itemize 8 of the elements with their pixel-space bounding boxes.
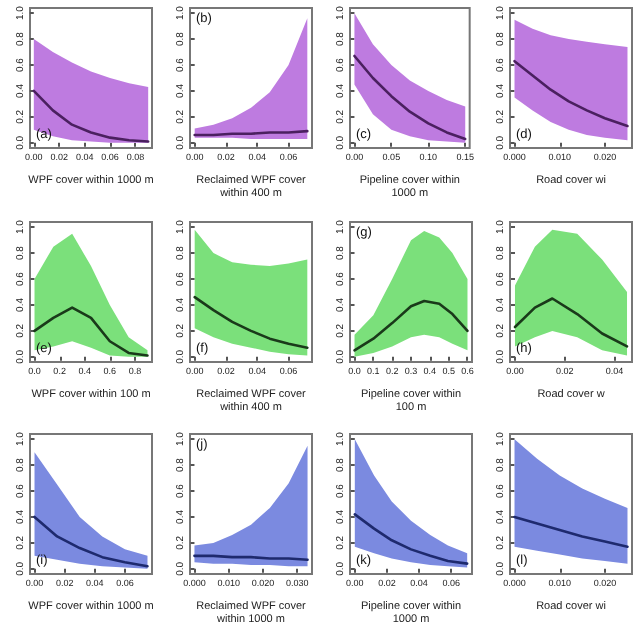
line-series <box>353 298 469 351</box>
line-series <box>353 54 467 141</box>
line-series <box>32 89 150 143</box>
line-series <box>513 516 629 549</box>
line-series <box>33 516 149 568</box>
line-series <box>353 513 469 566</box>
line-series <box>513 59 629 128</box>
line-series <box>33 305 149 357</box>
